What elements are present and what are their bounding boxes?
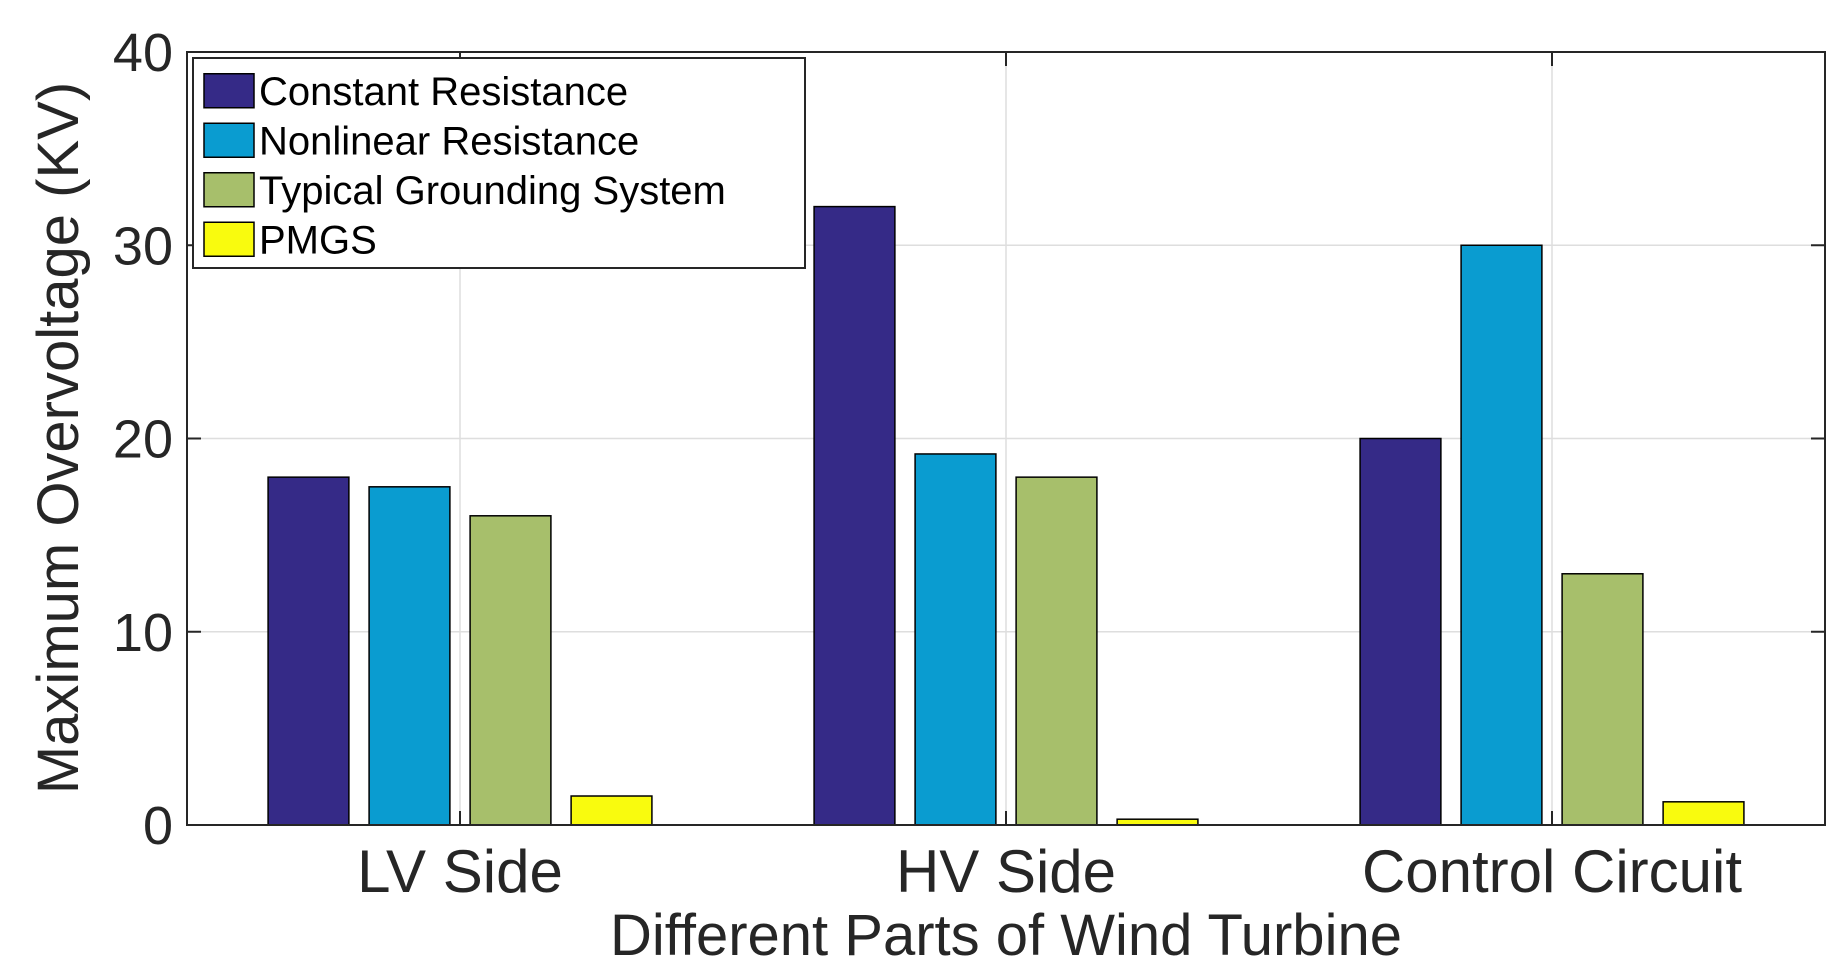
bar-typical-grounding-system-1 bbox=[1015, 476, 1098, 826]
bars bbox=[267, 205, 1745, 826]
bar-nonlinear-resistance-0 bbox=[368, 486, 451, 826]
x-tick-label: HV Side bbox=[896, 838, 1116, 905]
bar-typical-grounding-system-2 bbox=[1561, 573, 1644, 826]
x-tick-label: Control Circuit bbox=[1362, 838, 1742, 905]
legend-box bbox=[192, 57, 806, 269]
bar-constant-resistance-1 bbox=[813, 205, 896, 826]
x-tick-label: LV Side bbox=[357, 838, 563, 905]
legend-swatch bbox=[203, 73, 255, 109]
legend-swatch bbox=[203, 172, 255, 208]
legend-swatch bbox=[203, 221, 255, 257]
bar-pmgs-2 bbox=[1662, 801, 1745, 826]
bar-constant-resistance-0 bbox=[267, 476, 350, 826]
legend-label: Typical Grounding System bbox=[259, 169, 726, 213]
legend-label: Constant Resistance bbox=[259, 70, 628, 114]
legend: Constant Resistance Nonlinear Resistance T… bbox=[192, 57, 806, 269]
legend-label: PMGS bbox=[259, 218, 377, 262]
y-axis-label: Maximum Overvoltage (KV) bbox=[26, 82, 91, 794]
y-tick-labels: 0 10 20 30 40 bbox=[113, 23, 173, 856]
legend-label: Nonlinear Resistance bbox=[259, 119, 639, 163]
bar-constant-resistance-2 bbox=[1359, 437, 1442, 826]
axis-ticks bbox=[187, 51, 1825, 826]
x-axis-label: Different Parts of Wind Turbine bbox=[610, 903, 1402, 968]
x-tick-labels: LV Side HV Side Control Circuit bbox=[357, 838, 1742, 905]
y-tick-label: 10 bbox=[113, 603, 173, 663]
y-tick-label: 30 bbox=[113, 216, 173, 276]
y-tick-label: 0 bbox=[143, 796, 173, 856]
y-tick-label: 20 bbox=[113, 410, 173, 470]
bar-typical-grounding-system-0 bbox=[469, 515, 552, 826]
legend-swatch bbox=[203, 122, 255, 158]
y-tick-label: 40 bbox=[113, 23, 173, 83]
bar-pmgs-0 bbox=[570, 795, 653, 826]
bar-nonlinear-resistance-1 bbox=[914, 453, 997, 826]
bar-nonlinear-resistance-2 bbox=[1460, 244, 1543, 826]
